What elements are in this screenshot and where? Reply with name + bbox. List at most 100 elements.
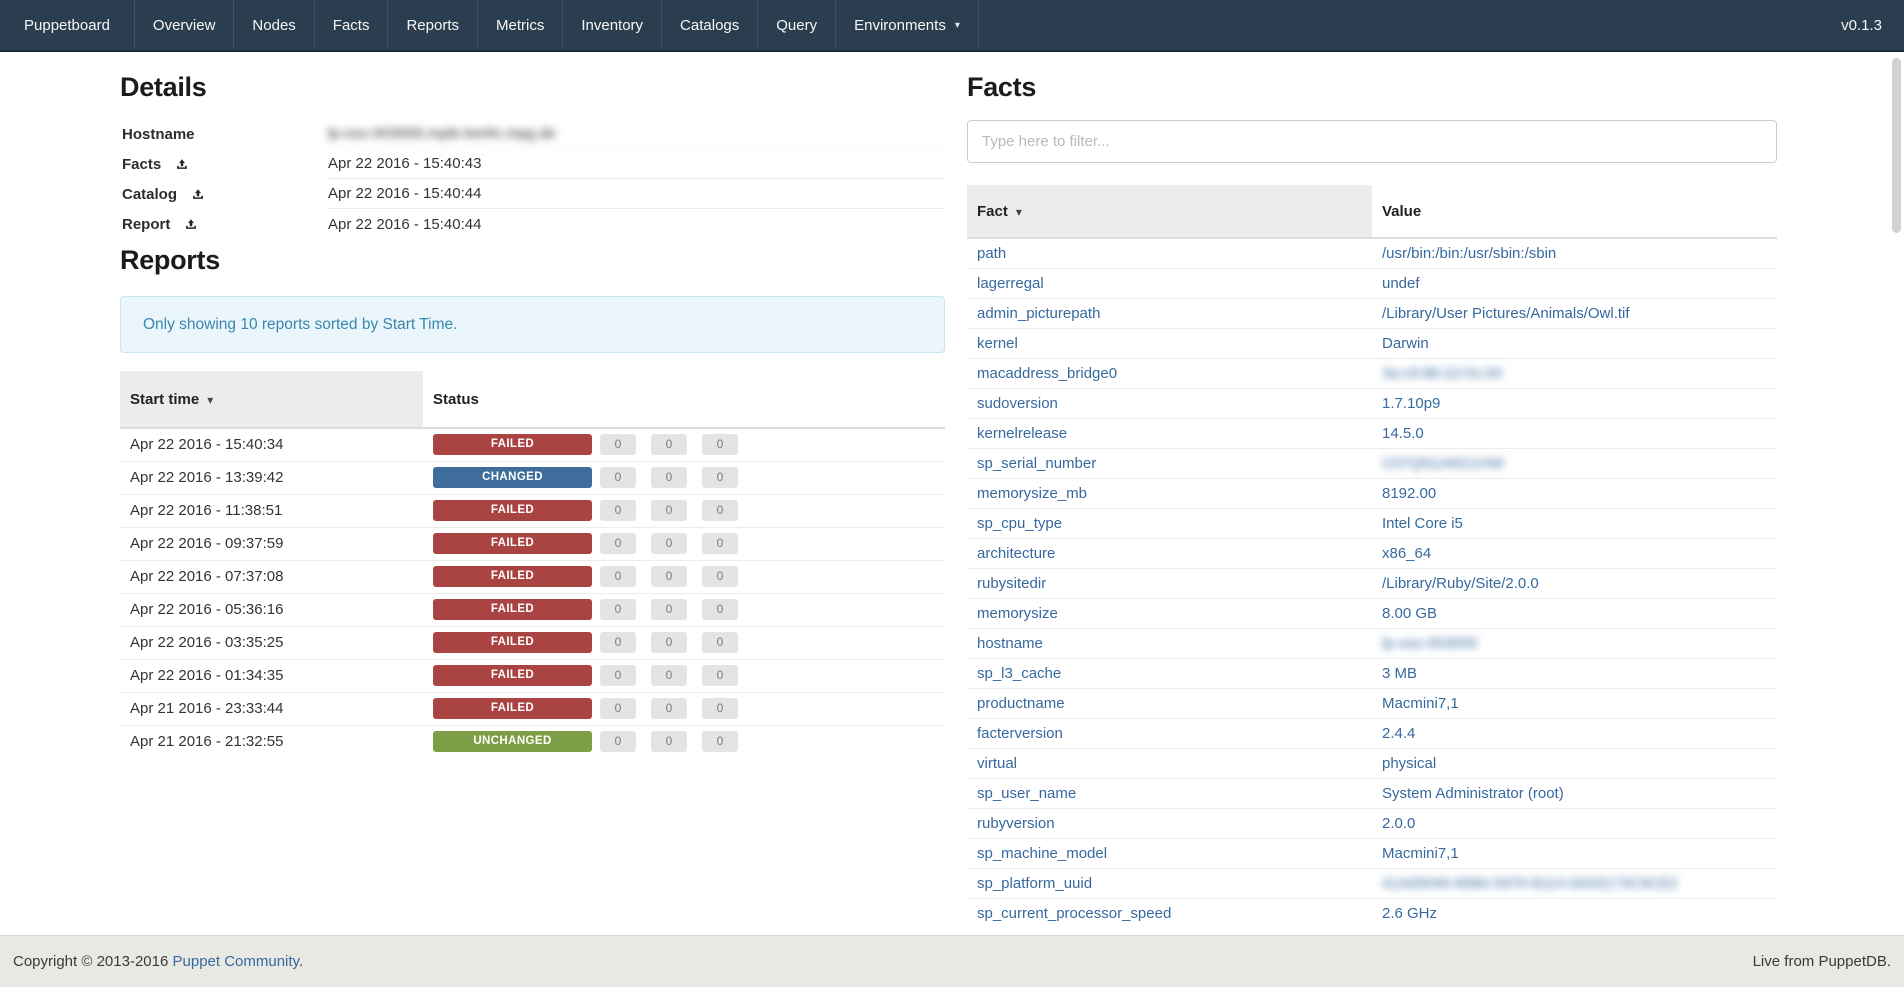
copyright-period: . — [298, 953, 304, 970]
fact-name-link[interactable]: kernel — [977, 334, 1018, 352]
report-count-pill: 0 — [651, 500, 687, 521]
fact-name-link[interactable]: rubysitedir — [977, 574, 1047, 592]
detail-label-text: Report — [122, 215, 171, 233]
fact-value-link[interactable]: /Library/Ruby/Site/2.0.0 — [1382, 574, 1539, 592]
fact-name-link[interactable]: sudoversion — [977, 394, 1058, 412]
fact-value-link[interactable]: 1.7.10p9 — [1382, 394, 1441, 412]
fact-name-link[interactable]: productname — [977, 694, 1065, 712]
fact-name-link[interactable]: sp_current_processor_speed — [977, 904, 1172, 922]
nav-item-overview[interactable]: Overview — [135, 0, 235, 50]
report-count-pill: 0 — [600, 665, 636, 686]
fact-name-link[interactable]: sp_machine_model — [977, 844, 1108, 862]
fact-value-link[interactable]: Macmini7,1 — [1382, 694, 1459, 712]
report-row: Apr 22 2016 - 15:40:34 FAILED 0 0 0 — [120, 428, 945, 461]
puppet-community-link[interactable]: Puppet Community — [172, 953, 299, 970]
fact-value-link[interactable]: C07QN1A6G1HW — [1382, 454, 1504, 472]
report-count-pill: 0 — [702, 698, 738, 719]
facts-sort-fact[interactable]: Fact ▾ — [967, 185, 1372, 239]
nav-item-metrics[interactable]: Metrics — [478, 0, 564, 50]
facts-col-value[interactable]: Value — [1372, 185, 1777, 239]
reports-notice: Only showing 10 reports sorted by Start … — [120, 296, 945, 353]
fact-value-link[interactable]: Darwin — [1382, 334, 1429, 352]
fact-name-cell: sp_machine_model — [967, 837, 1372, 868]
fact-value-link[interactable]: /Library/User Pictures/Animals/Owl.tif — [1382, 304, 1630, 322]
fact-name-link[interactable]: sp_platform_uuid — [977, 874, 1093, 892]
fact-row: kernel Darwin — [967, 327, 1777, 358]
fact-name-link[interactable]: memorysize_mb — [977, 484, 1088, 502]
nav-spacer — [979, 0, 1819, 50]
fact-value-link[interactable]: Intel Core i5 — [1382, 514, 1463, 532]
fact-value-link[interactable]: /usr/bin:/bin:/usr/sbin:/sbin — [1382, 244, 1557, 262]
fact-name-cell: lagerregal — [967, 267, 1372, 298]
fact-value-link[interactable]: 3 MB — [1382, 664, 1418, 682]
details-title: Details — [120, 72, 207, 102]
reports-sort-start-time[interactable]: Start time ▾ — [120, 371, 423, 429]
detail-value: Apr 22 2016 - 15:40:44 — [328, 179, 945, 209]
fact-name-link[interactable]: sp_serial_number — [977, 454, 1097, 472]
fact-name-cell: virtual — [967, 747, 1372, 778]
fact-name-link[interactable]: facterversion — [977, 724, 1063, 742]
nav-item-catalogs[interactable]: Catalogs — [662, 0, 759, 50]
nav-item-query[interactable]: Query — [758, 0, 837, 50]
fact-value-link[interactable]: undef — [1382, 274, 1420, 292]
nav-item-reports[interactable]: Reports — [388, 0, 478, 50]
fact-name-link[interactable]: path — [977, 244, 1007, 262]
fact-name-link[interactable]: kernelrelease — [977, 424, 1068, 442]
report-row: Apr 22 2016 - 07:37:08 FAILED 0 0 0 — [120, 559, 945, 593]
report-count-pill: 0 — [651, 533, 687, 554]
report-status-wrap: FAILED 0 0 0 — [433, 599, 935, 620]
fact-value-link[interactable]: 3a:c9:86:22:01:00 — [1382, 364, 1503, 382]
report-start-time: Apr 21 2016 - 21:32:55 — [120, 724, 423, 758]
reports-col-status[interactable]: Status — [423, 371, 945, 429]
nav-brand-puppetboard[interactable]: Puppetboard — [0, 0, 135, 50]
fact-value-link[interactable]: 41A00040-6084-5970-8114-0A03173C9CE2 — [1382, 874, 1678, 892]
fact-name-link[interactable]: sp_user_name — [977, 784, 1077, 802]
upload-icon[interactable] — [191, 187, 205, 201]
fact-value-link[interactable]: Macmini7,1 — [1382, 844, 1459, 862]
report-row: Apr 22 2016 - 13:39:42 CHANGED 0 0 0 — [120, 460, 945, 494]
vertical-scrollbar-thumb[interactable] — [1892, 58, 1901, 233]
fact-row: architecture x86_64 — [967, 537, 1777, 568]
detail-label-text: Hostname — [122, 125, 195, 143]
upload-icon[interactable] — [184, 217, 198, 231]
nav-item-nodes[interactable]: Nodes — [234, 0, 315, 50]
fact-value-link[interactable]: 8192.00 — [1382, 484, 1437, 502]
report-count-pill: 0 — [600, 434, 636, 456]
fact-value-link[interactable]: System Administrator (root) — [1382, 784, 1564, 802]
fact-value-link[interactable]: lp-osx-003056 — [1382, 634, 1478, 652]
fact-name-cell: sp_serial_number — [967, 447, 1372, 478]
report-start-time: Apr 21 2016 - 23:33:44 — [120, 691, 423, 725]
nav-environments-label: Environments — [854, 16, 946, 34]
report-count-pill: 0 — [600, 566, 636, 587]
fact-name-link[interactable]: memorysize — [977, 604, 1058, 622]
fact-value-cell: 14.5.0 — [1372, 417, 1777, 448]
fact-name-link[interactable]: sp_cpu_type — [977, 514, 1063, 532]
fact-name-cell: sp_current_processor_speed — [967, 897, 1372, 928]
facts-filter-input[interactable] — [967, 120, 1777, 163]
fact-value-link[interactable]: 14.5.0 — [1382, 424, 1424, 442]
fact-value-link[interactable]: x86_64 — [1382, 544, 1432, 562]
nav-item-environments[interactable]: Environments ▾ — [836, 0, 979, 50]
fact-value-link[interactable]: 2.6 GHz — [1382, 904, 1438, 922]
upload-icon[interactable] — [175, 157, 189, 171]
nav-item-facts[interactable]: Facts — [315, 0, 389, 50]
fact-name-link[interactable]: macaddress_bridge0 — [977, 364, 1118, 382]
fact-name-link[interactable]: virtual — [977, 754, 1018, 772]
fact-value-link[interactable]: 2.4.4 — [1382, 724, 1416, 742]
report-start-time: Apr 22 2016 - 03:35:25 — [120, 625, 423, 659]
fact-name-link[interactable]: lagerregal — [977, 274, 1044, 292]
fact-name-link[interactable]: hostname — [977, 634, 1043, 652]
fact-name-link[interactable]: rubyversion — [977, 814, 1055, 832]
fact-value-link[interactable]: 8.00 GB — [1382, 604, 1438, 622]
report-status-cell: FAILED 0 0 0 — [423, 526, 945, 560]
nav-item-inventory[interactable]: Inventory — [563, 0, 663, 50]
sort-descending-icon: ▾ — [207, 392, 214, 407]
fact-value-link[interactable]: 2.0.0 — [1382, 814, 1416, 832]
fact-value-link[interactable]: physical — [1382, 754, 1437, 772]
report-count-pill: 0 — [600, 500, 636, 521]
fact-name-link[interactable]: architecture — [977, 544, 1056, 562]
report-start-time: Apr 22 2016 - 01:34:35 — [120, 658, 423, 692]
fact-name-link[interactable]: admin_picturepath — [977, 304, 1101, 322]
fact-name-link[interactable]: sp_l3_cache — [977, 664, 1062, 682]
fact-value-cell: lp-osx-003056 — [1372, 627, 1777, 658]
